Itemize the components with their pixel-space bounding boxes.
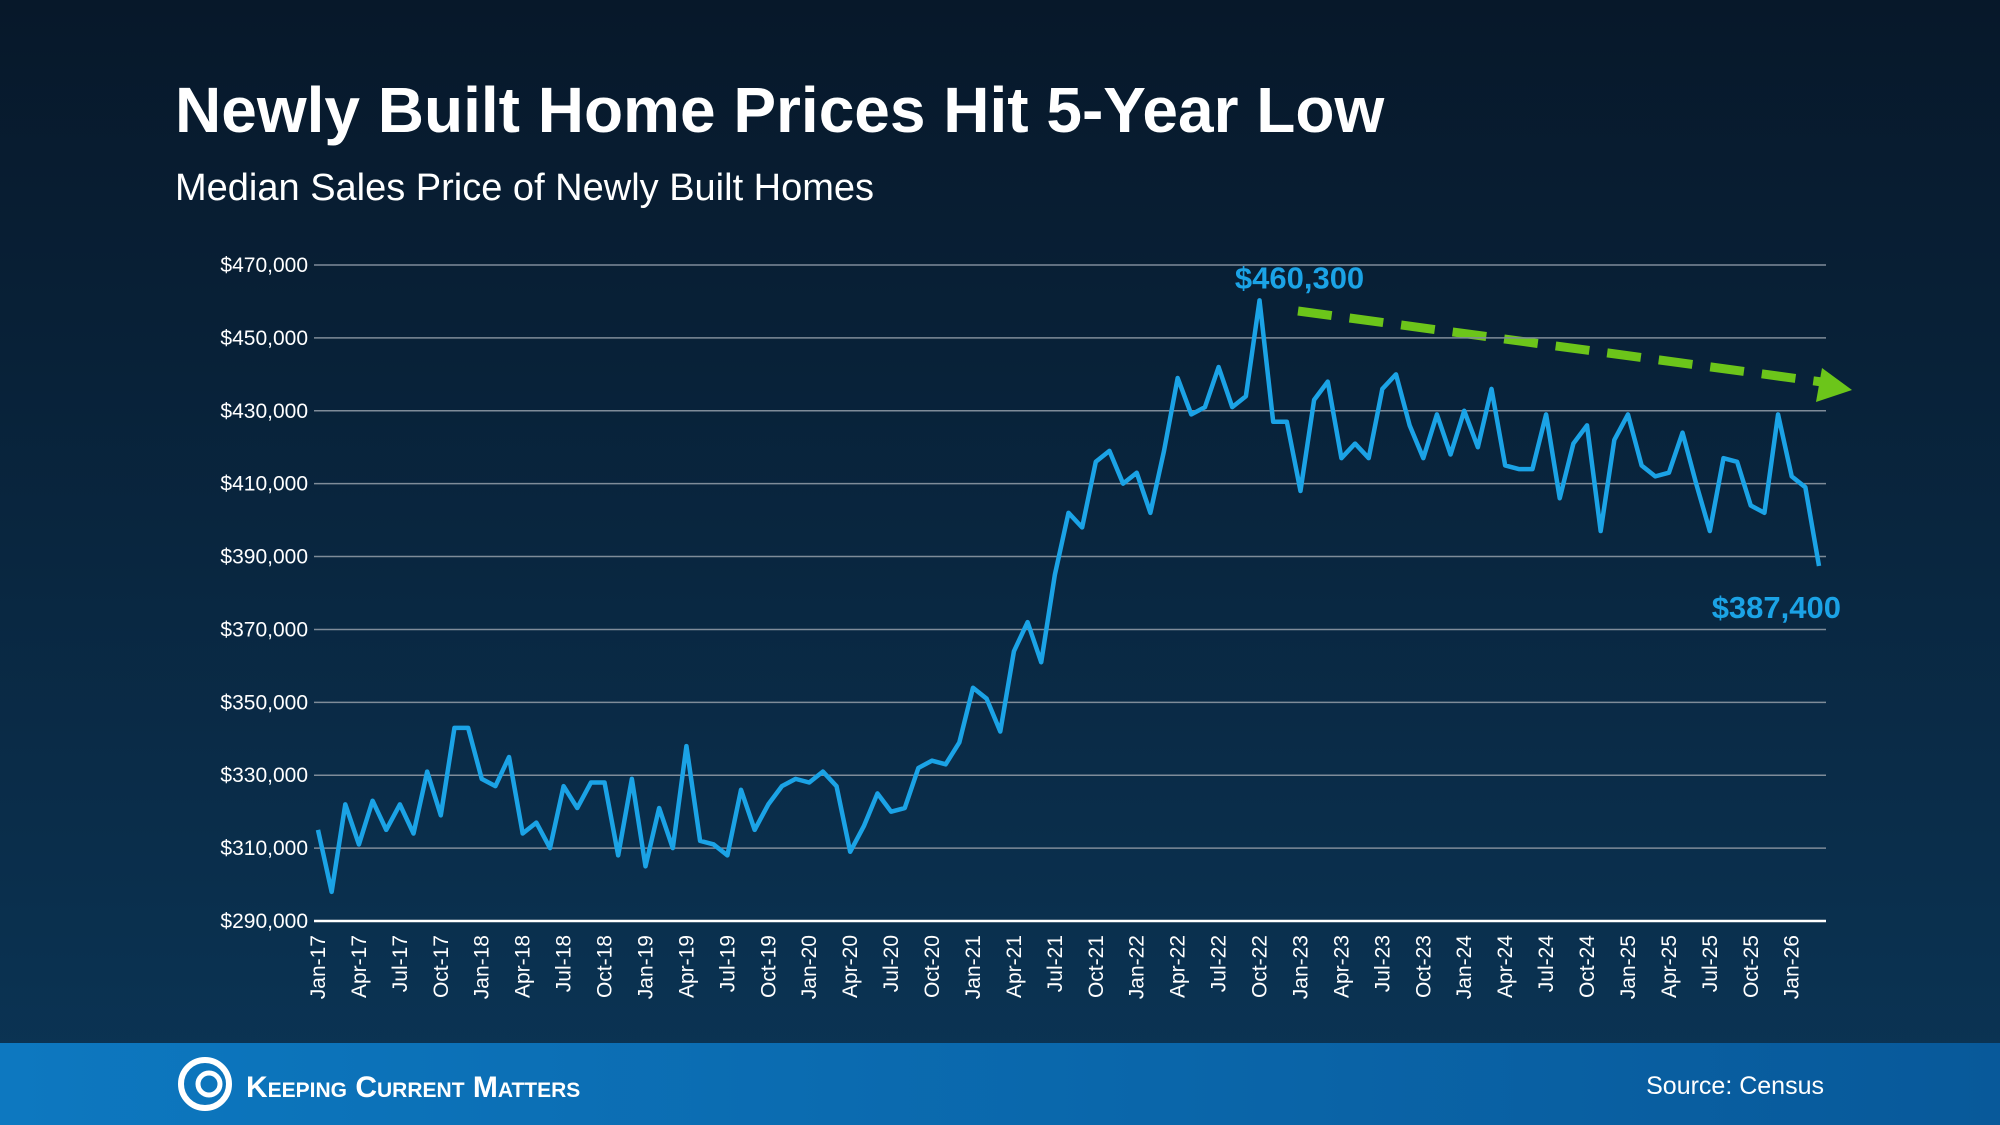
x-tick-label: Jan-24 [1453, 935, 1476, 1000]
x-tick-label: Jan-22 [1126, 935, 1149, 999]
x-tick-label: Jul-19 [716, 935, 739, 992]
x-tick-label: Jul-21 [1044, 935, 1067, 992]
y-tick-label: $370,000 [220, 618, 308, 641]
x-tick-label: Oct-22 [1249, 935, 1272, 998]
arrow-head [1816, 368, 1852, 402]
x-tick-label: Oct-23 [1412, 935, 1435, 998]
y-tick-label: $350,000 [220, 691, 308, 714]
x-tick-label: Jul-24 [1535, 935, 1558, 993]
x-tick-label: Apr-18 [512, 935, 535, 998]
y-tick-label: $290,000 [220, 910, 308, 933]
x-tick-label: Apr-17 [348, 935, 371, 998]
y-tick-label: $330,000 [220, 764, 308, 787]
x-tick-label: Oct-25 [1740, 935, 1763, 998]
x-tick-label: Apr-25 [1658, 935, 1681, 998]
y-tick-label: $410,000 [220, 473, 308, 496]
y-tick-label: $390,000 [220, 546, 308, 569]
footer-band [0, 1043, 2000, 1125]
x-tick-label: Jan-17 [307, 935, 330, 999]
logo-ring [178, 1057, 232, 1111]
x-tick-label: Jul-25 [1699, 935, 1722, 992]
source: Source: Census [1646, 1072, 1824, 1100]
x-tick-label: Oct-24 [1576, 935, 1599, 998]
x-tick-label: Oct-20 [921, 935, 944, 998]
x-tick-label: Apr-19 [675, 935, 698, 998]
x-tick-label: Jan-20 [798, 935, 821, 999]
chart-title: Newly Built Home Prices Hit 5-Year Low [175, 74, 1384, 146]
brand: Keeping Current Matters [246, 1071, 580, 1104]
trend-line [1297, 306, 1823, 387]
x-tick-label: Oct-19 [757, 935, 780, 998]
x-tick-label: Oct-18 [594, 935, 617, 998]
x-tick-label: Apr-20 [839, 935, 862, 998]
x-tick-label: Oct-21 [1085, 935, 1108, 998]
x-tick-label: Jan-21 [962, 935, 985, 999]
x-tick-label: Oct-17 [430, 935, 453, 998]
value-label: $460,300 [1235, 260, 1364, 295]
logo-inner [195, 1070, 223, 1098]
value-label: $387,400 [1712, 590, 1841, 625]
x-tick-label: Jan-19 [634, 935, 657, 999]
x-tick-label: Jan-26 [1781, 935, 1804, 999]
y-tick-label: $430,000 [220, 400, 308, 423]
x-tick-label: Jul-23 [1371, 935, 1394, 992]
x-tick-label: Apr-24 [1494, 935, 1517, 998]
x-tick-label: Jan-25 [1617, 935, 1640, 999]
x-tick-label: Jan-23 [1289, 935, 1312, 999]
x-tick-label: Jul-20 [880, 935, 903, 992]
x-tick-label: Jul-18 [553, 935, 576, 992]
x-tick-label: Jan-18 [471, 935, 494, 999]
x-tick-label: Jul-17 [389, 935, 412, 992]
trend-arrow [1297, 306, 1852, 402]
price-line [315, 298, 1822, 895]
x-tick-label: Jul-22 [1208, 935, 1231, 992]
x-tick-label: Apr-22 [1167, 935, 1190, 998]
y-tick-label: $470,000 [220, 254, 308, 277]
y-tick-label: $310,000 [220, 837, 308, 860]
logo [178, 1057, 232, 1111]
y-tick-label: $450,000 [220, 327, 308, 350]
x-tick-label: Apr-21 [1003, 935, 1026, 998]
chart-subtitle: Median Sales Price of Newly Built Homes [175, 167, 874, 209]
x-tick-label: Apr-23 [1330, 935, 1353, 998]
